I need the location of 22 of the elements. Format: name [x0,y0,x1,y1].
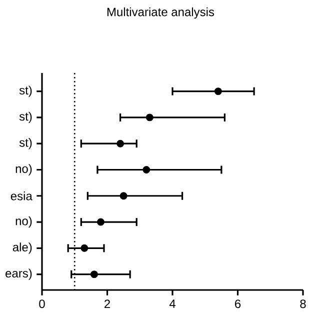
point [80,244,88,252]
x-tick-label: 0 [39,300,45,308]
y-tick-label: no) [16,164,32,176]
point [120,192,128,200]
y-tick-label: ale) [12,242,32,254]
y-tick-label: ears) [6,268,32,280]
point [214,88,222,96]
chart-title: Multivariate analysis [107,7,214,19]
y-tick-label: esia [10,191,32,200]
y-tick-label: no) [16,216,32,228]
y-tick-label: st) [19,112,32,124]
x-tick-label: 4 [169,300,176,308]
y-tick-label: st) [19,138,32,150]
x-tick-label: 8 [300,300,306,308]
point [96,218,104,226]
point [90,270,98,278]
x-tick-label: 6 [235,300,241,308]
point [142,166,150,174]
y-tick-label: st) [19,86,32,97]
point [146,114,154,122]
x-tick-label: 2 [104,300,110,308]
point [116,140,124,148]
